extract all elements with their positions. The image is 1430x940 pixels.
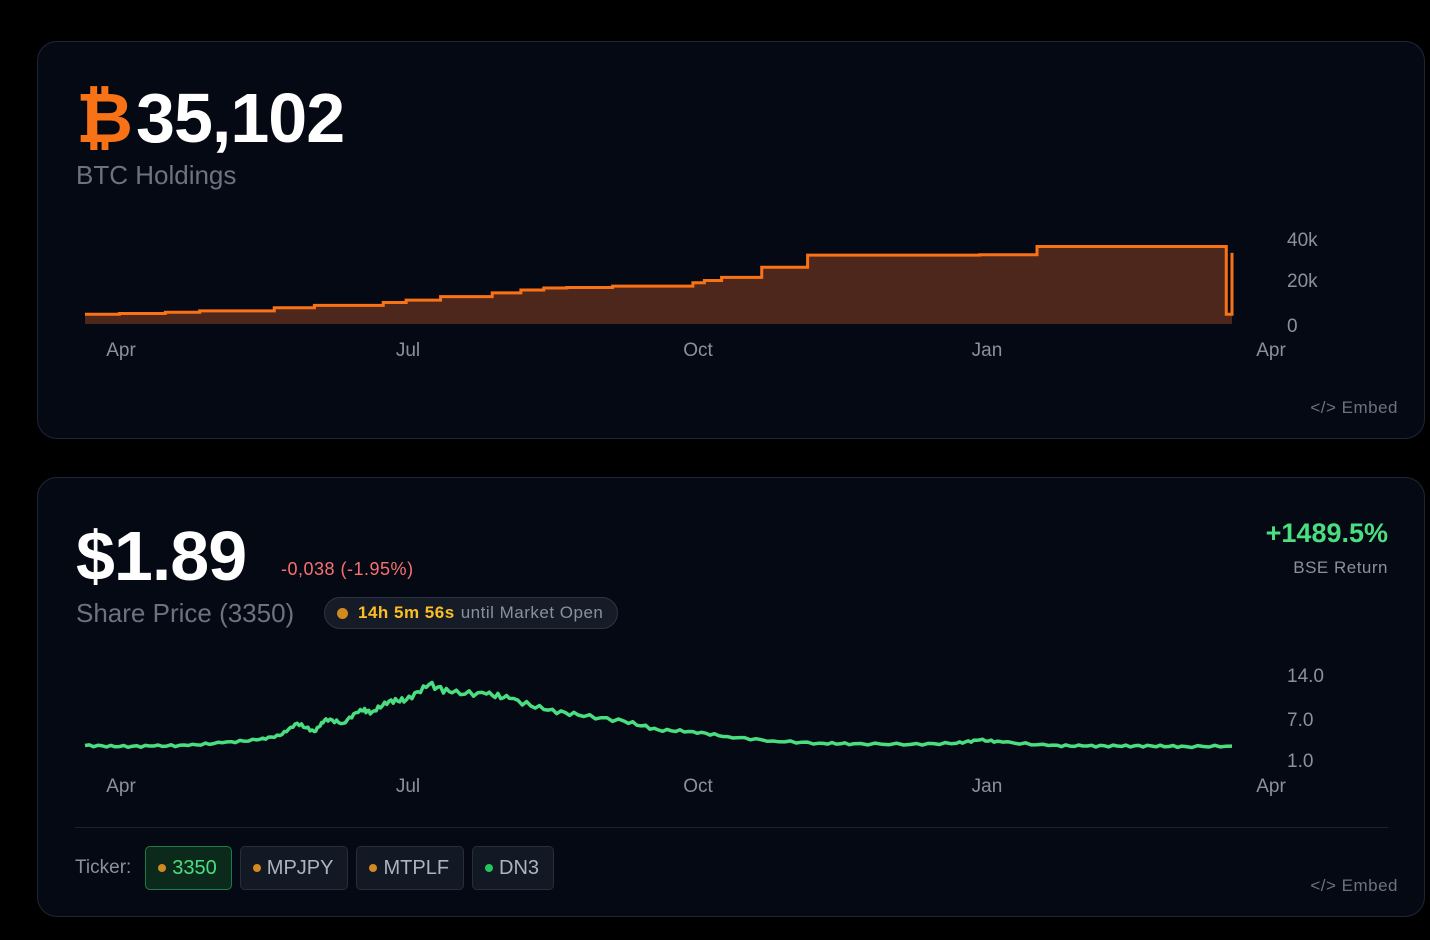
ticker-label: Ticker: xyxy=(75,857,132,878)
market-status-label: until Market Open xyxy=(460,603,604,622)
x-tick-label: Jul xyxy=(396,776,420,797)
ticker-status-dot-icon xyxy=(485,864,494,872)
bitcoin-icon: ₿ xyxy=(76,79,133,157)
share-price-chart[interactable]: Apr Jul Oct Jan Apr 14.0 7.0 1.0 xyxy=(38,478,1426,918)
ticker-status-dot-icon xyxy=(158,864,167,872)
ticker-button-group: 3350 MPJPY MTPLF DN3 xyxy=(145,846,562,890)
btc-x-axis: Apr Jul Oct Jan Apr xyxy=(106,340,1286,361)
price-y-axis: 14.0 7.0 1.0 xyxy=(1287,666,1324,772)
btc-holdings-amount: 35,102 xyxy=(136,79,345,157)
btc-holdings-line xyxy=(85,244,1234,316)
y-tick-label: 14.0 xyxy=(1287,666,1324,687)
y-tick-label: 1.0 xyxy=(1287,751,1313,772)
x-tick-label: Apr xyxy=(106,776,136,797)
ticker-button-label: MTPLF xyxy=(383,856,450,879)
ticker-button-mpjpy[interactable]: MPJPY xyxy=(239,846,349,890)
y-tick-label: 0 xyxy=(1287,316,1298,337)
y-tick-label: 20k xyxy=(1287,271,1318,292)
x-tick-label: Oct xyxy=(683,776,713,797)
x-tick-label: Oct xyxy=(683,340,713,361)
y-tick-label: 40k xyxy=(1287,230,1318,251)
x-tick-label: Apr xyxy=(1256,776,1286,797)
ticker-selector: Ticker: 3350 MPJPY MTPLF DN3 xyxy=(75,846,562,890)
share-price-line xyxy=(84,680,1233,750)
btc-holdings-area xyxy=(85,246,1232,324)
ticker-button-label: MPJPY xyxy=(266,856,334,879)
btc-holdings-value: ₿35,102 xyxy=(76,78,345,158)
x-tick-label: Apr xyxy=(1256,340,1286,361)
ticker-button-dn3[interactable]: DN3 xyxy=(472,846,555,890)
price-embed-button[interactable]: </> Embed xyxy=(1310,876,1398,895)
ticker-divider xyxy=(75,827,1388,828)
x-tick-label: Apr xyxy=(106,340,136,361)
share-price-label: Share Price (3350) xyxy=(76,598,295,628)
price-x-axis: Apr Jul Oct Jan Apr xyxy=(106,776,1286,797)
btc-holdings-chart[interactable]: Apr Jul Oct Jan Apr 40k 20k 0 xyxy=(38,42,1426,440)
btc-holdings-label: BTC Holdings xyxy=(76,160,237,190)
ticker-status-dot-icon xyxy=(369,864,378,872)
market-status-dot-icon xyxy=(337,607,348,619)
bse-return-label: BSE Return xyxy=(1293,558,1388,577)
btc-y-axis: 40k 20k 0 xyxy=(1287,230,1318,337)
ticker-status-dot-icon xyxy=(252,864,261,872)
ticker-button-3350[interactable]: 3350 xyxy=(145,846,232,890)
market-countdown: 14h 5m 56s xyxy=(358,603,455,622)
x-tick-label: Jul xyxy=(396,340,420,361)
y-tick-label: 7.0 xyxy=(1287,710,1313,731)
x-tick-label: Jan xyxy=(972,340,1003,361)
x-tick-label: Jan xyxy=(972,776,1003,797)
share-price-card: $1.89 -0,038 (-1.95%) Share Price (3350)… xyxy=(37,477,1425,917)
ticker-button-label: 3350 xyxy=(172,856,217,879)
market-status-badge: 14h 5m 56s until Market Open xyxy=(324,597,619,629)
btc-embed-button[interactable]: </> Embed xyxy=(1310,398,1398,417)
bse-return-value: +1489.5% xyxy=(1265,518,1388,548)
share-price-change: -0,038 (-1.95%) xyxy=(281,559,414,579)
ticker-button-mtplf[interactable]: MTPLF xyxy=(356,846,465,890)
btc-holdings-card: ₿35,102 BTC Holdings Apr Jul Oct Jan Apr 40k… xyxy=(37,41,1425,439)
ticker-button-label: DN3 xyxy=(499,856,540,879)
share-price-value: $1.89 xyxy=(76,517,247,595)
